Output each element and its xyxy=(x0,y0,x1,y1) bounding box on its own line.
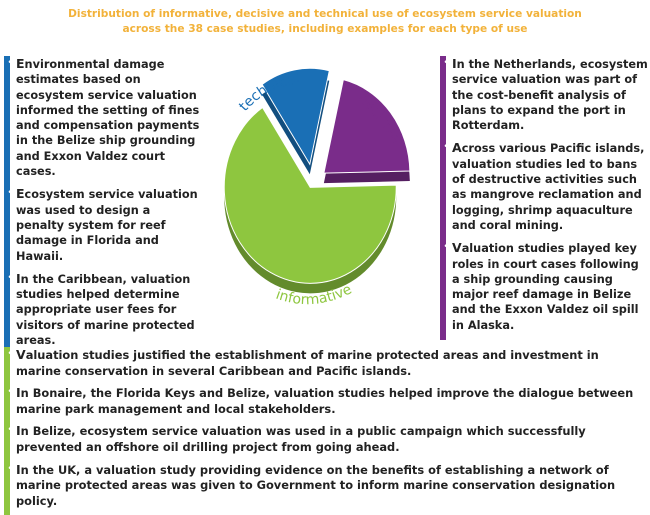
item-initial: I xyxy=(16,461,21,477)
item-text: n Belize, ecosystem service valuation wa… xyxy=(16,424,586,454)
item-text: aluation studies played key roles in cou… xyxy=(452,242,639,332)
list-item: • In the Netherlands, ecosystem service … xyxy=(440,56,648,133)
item-initial: V xyxy=(16,347,26,362)
bullet-icon: • xyxy=(7,58,13,68)
chart-title: Distribution of informative, decisive an… xyxy=(0,7,650,37)
item-initial: E xyxy=(16,56,25,71)
item-text: aluation studies justified the establish… xyxy=(16,348,599,378)
pie-slice-technical xyxy=(261,67,330,166)
title-line-1: Distribution of informative, decisive an… xyxy=(68,8,582,20)
list-item: • Valuation studies played key roles in … xyxy=(440,240,648,333)
title-line-2: across the 38 case studies, including ex… xyxy=(122,23,528,35)
item-text: cross various Pacific islands, valuation… xyxy=(452,142,645,232)
list-item: • In the Caribbean, valuation studies he… xyxy=(4,271,202,348)
item-text: n the Netherlands, ecosystem service val… xyxy=(452,58,648,133)
bullet-icon: • xyxy=(7,272,13,283)
list-item: • Ecosystem service valuation was used t… xyxy=(4,186,202,263)
decisive-examples-panel: • In the Netherlands, ecosystem service … xyxy=(440,56,648,341)
bullet-icon: • xyxy=(7,188,13,199)
item-initial: I xyxy=(16,270,21,286)
technical-color-bar xyxy=(4,56,10,356)
item-initial: I xyxy=(452,56,457,71)
item-initial: I xyxy=(16,423,21,439)
item-initial: V xyxy=(452,240,462,256)
item-text: n the UK, a valuation study providing ev… xyxy=(16,462,616,508)
list-item: • Environmental damage estimates based o… xyxy=(4,56,202,179)
bullet-icon: • xyxy=(443,58,449,68)
list-item: • In Bonaire, the Florida Keys and Beliz… xyxy=(4,385,646,417)
informative-color-bar xyxy=(4,347,10,515)
informative-examples-panel: • Valuation studies justified the establ… xyxy=(4,347,646,515)
list-item: • In the UK, a valuation study providing… xyxy=(4,462,646,510)
list-item: • In Belize, ecosystem service valuation… xyxy=(4,423,646,455)
decisive-color-bar xyxy=(440,56,446,341)
item-initial: A xyxy=(452,140,462,156)
bullet-icon: • xyxy=(7,463,13,474)
bullet-icon: • xyxy=(7,425,13,436)
list-item: • Valuation studies justified the establ… xyxy=(4,347,646,379)
item-text: cosystem service valuation was used to d… xyxy=(16,188,198,263)
list-item: • Across various Pacific islands, valuat… xyxy=(440,140,648,233)
pie-slice-decisive xyxy=(323,79,411,174)
bullet-icon: • xyxy=(7,349,13,359)
item-text: nvironmental damage estimates based on e… xyxy=(16,58,200,179)
pie-slice-informative xyxy=(223,106,397,284)
bullet-icon: • xyxy=(443,242,449,253)
technical-examples-panel: • Environmental damage estimates based o… xyxy=(4,56,202,356)
item-initial: E xyxy=(16,186,25,202)
item-initial: I xyxy=(16,385,21,401)
pie-chart: technical decisive informative xyxy=(223,67,411,308)
item-text: n Bonaire, the Florida Keys and Belize, … xyxy=(16,386,634,416)
bullet-icon: • xyxy=(7,387,13,398)
item-text: n the Caribbean, valuation studies helpe… xyxy=(16,272,195,348)
bullet-icon: • xyxy=(443,142,449,153)
